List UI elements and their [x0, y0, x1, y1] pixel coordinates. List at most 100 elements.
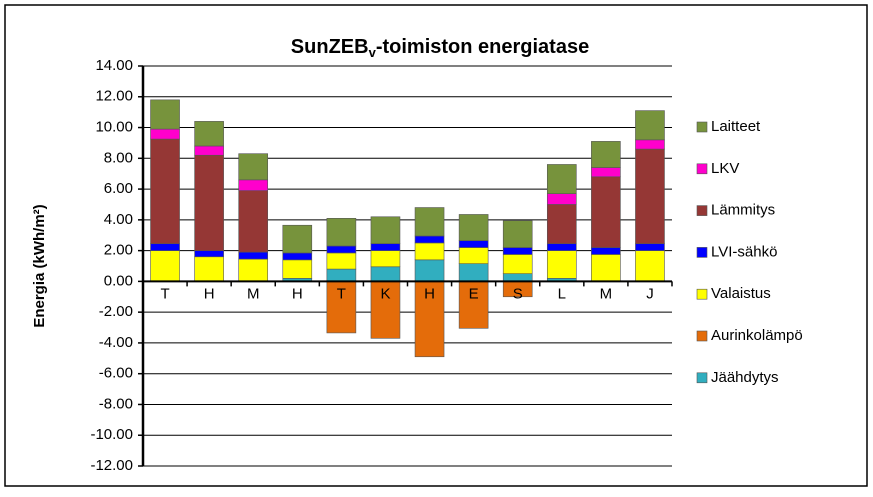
legend-label: Valaistus [711, 285, 771, 302]
y-tick-label: 8.00 [104, 149, 133, 166]
bar-segment [238, 153, 269, 181]
bar-segment [591, 176, 621, 248]
bar-segment [370, 281, 401, 339]
bar-segment [546, 164, 577, 194]
legend-swatch [696, 288, 708, 300]
y-tick-label: 12.00 [95, 88, 133, 105]
y-tick-label: -2.00 [99, 303, 133, 320]
y-tick-label: 2.00 [104, 242, 133, 259]
legend-swatch [696, 372, 708, 384]
chart-title: SunZEBv-toimiston energiatase [291, 36, 589, 60]
x-tick-label: T [337, 285, 346, 302]
bar-segment [414, 207, 445, 237]
bar-segment [370, 216, 401, 244]
bar-segment [458, 281, 489, 329]
x-tick-label: E [469, 285, 479, 302]
x-tick-label: S [513, 285, 523, 302]
x-tick-label: M [600, 285, 613, 302]
bar-segment [370, 266, 401, 282]
bar-segment [238, 251, 269, 260]
bar-segment [150, 138, 180, 244]
bar-segment [591, 141, 621, 168]
bar-segment [635, 243, 665, 251]
y-tick-label: -4.00 [99, 334, 133, 351]
y-tick-label: 14.00 [95, 57, 133, 74]
y-tick-label: -6.00 [99, 365, 133, 382]
x-tick-label: H [424, 285, 435, 302]
x-tick-label: M [247, 285, 260, 302]
bar-segment [282, 224, 313, 254]
bar-segment [546, 243, 577, 251]
legend-label: Laitteet [711, 118, 761, 135]
y-tick-label: -8.00 [99, 395, 133, 412]
legend-swatch [696, 247, 708, 258]
y-tick-label: 6.00 [104, 180, 133, 197]
bar-segment [326, 268, 357, 282]
x-tick-label: L [558, 285, 566, 302]
bar-segment [238, 258, 269, 282]
bar-segment [502, 254, 533, 274]
legend-swatch [696, 163, 708, 175]
bar-segment [238, 190, 269, 253]
x-tick-label: H [204, 285, 215, 302]
y-tick-label: 10.00 [95, 119, 133, 136]
legend-label: Aurinkolämpö [711, 327, 803, 344]
bar-segment [591, 247, 621, 255]
bar-segment [414, 281, 445, 358]
bar-segment [502, 247, 533, 255]
y-tick-label: 4.00 [104, 211, 133, 228]
bar-segment [150, 250, 180, 282]
bar-segment [150, 243, 180, 251]
legend-swatch [696, 205, 708, 216]
bar-segment [502, 273, 533, 282]
legend-label: LKV [711, 160, 739, 177]
x-tick-label: K [380, 285, 390, 302]
x-tick-label: J [646, 285, 654, 302]
bar-segment [194, 250, 224, 258]
bar-segment [194, 154, 224, 251]
bar-segment [591, 254, 621, 282]
bar-segment [150, 128, 180, 140]
bar-segment [282, 252, 313, 261]
legend-label: Lämmitys [711, 202, 775, 219]
legend-swatch [696, 121, 708, 133]
bar-segment [238, 179, 269, 191]
y-tick-label: -10.00 [90, 426, 133, 443]
bar-segment [635, 139, 665, 150]
title-part: SunZEB [291, 36, 369, 58]
bar-segment [194, 121, 224, 147]
bar-segment [282, 259, 313, 279]
y-axis-label: Energia (kWh/m²) [31, 204, 48, 327]
bar-segment [458, 214, 489, 241]
bar-segment [458, 247, 489, 264]
bar-segment [414, 259, 445, 282]
bar-segment [326, 218, 357, 247]
bar-segment [458, 263, 489, 282]
bar-segment [502, 220, 533, 248]
bar-segment [546, 193, 577, 205]
bar-segment [635, 110, 665, 141]
y-tick-label: 0.00 [104, 272, 133, 289]
bar-segment [326, 245, 357, 254]
bar-segment [370, 250, 401, 268]
bar-segment [150, 99, 180, 130]
x-tick-label: T [160, 285, 169, 302]
bar-segment [370, 243, 401, 251]
x-tick-label: H [292, 285, 303, 302]
bar-segment [326, 281, 357, 334]
bar-segment [194, 145, 224, 156]
bar-segment [546, 250, 577, 279]
y-tick-label: -12.00 [90, 457, 133, 474]
legend-label: LVI-sähkö [711, 243, 777, 260]
bar-segment [458, 240, 489, 248]
bar-segment [635, 148, 665, 244]
bar-segment [591, 167, 621, 178]
bar-segment [194, 256, 224, 282]
legend-label: Jäähdytys [711, 369, 779, 386]
bar-segment [326, 252, 357, 270]
legend-swatch [696, 330, 708, 342]
bar-segment [414, 242, 445, 261]
title-sub: v [369, 45, 377, 60]
bar-segment [635, 250, 665, 282]
